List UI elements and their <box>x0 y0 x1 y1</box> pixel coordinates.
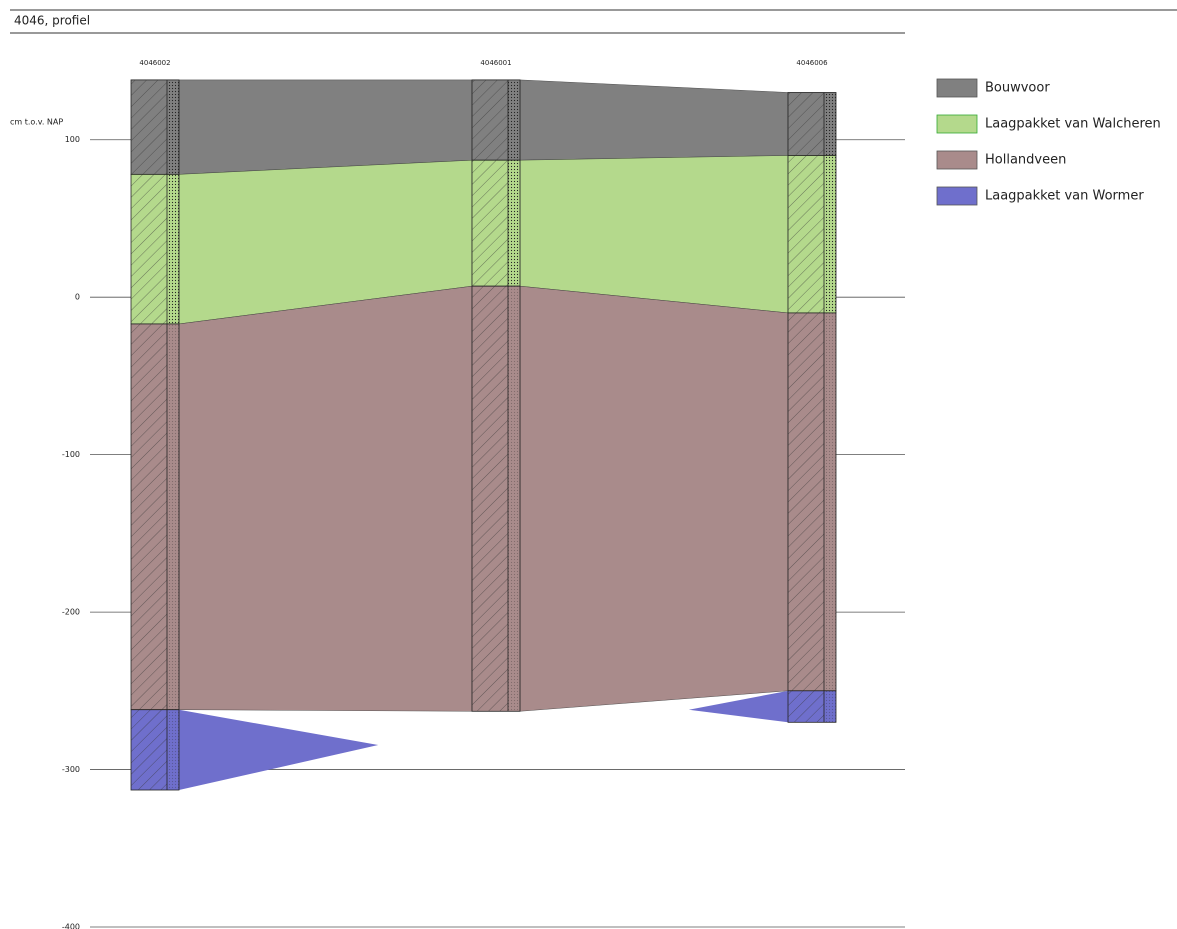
y-tick-label: -100 <box>62 450 80 459</box>
dot-strip <box>824 312 836 691</box>
hatch <box>131 323 167 710</box>
dot-strip <box>167 323 179 710</box>
hatch <box>788 155 824 313</box>
dot-strip <box>508 160 520 287</box>
dot-strip <box>508 79 520 161</box>
y-tick-label: 100 <box>65 135 80 144</box>
legend-label: Laagpakket van Walcheren <box>985 117 1161 132</box>
dot-strip <box>824 155 836 313</box>
legend-swatch <box>936 78 978 98</box>
hatch <box>131 709 167 791</box>
layer-band <box>519 79 789 161</box>
legend-swatch <box>936 114 978 134</box>
chart-title: 4046, profiel <box>14 14 90 28</box>
hatch <box>788 312 824 691</box>
layer-wedge <box>179 709 379 791</box>
legend-label: Hollandveen <box>985 153 1066 168</box>
dot-strip <box>167 79 179 175</box>
legend-label: Laagpakket van Wormer <box>985 189 1144 204</box>
layer-band <box>519 155 789 314</box>
hatch <box>472 286 508 712</box>
dot-strip <box>167 174 179 324</box>
dot-strip <box>824 92 836 156</box>
borehole-label: 4046006 <box>796 59 828 67</box>
hatch <box>131 79 167 175</box>
layer-band <box>178 79 473 175</box>
y-tick-label: -300 <box>62 765 80 774</box>
y-tick-label: 0 <box>75 293 80 302</box>
dot-strip <box>508 286 520 712</box>
hatch <box>472 160 508 287</box>
legend-swatch <box>936 186 978 206</box>
legend-label: Bouwvoor <box>985 81 1050 96</box>
y-tick-label: -400 <box>62 923 80 929</box>
hatch <box>788 690 824 723</box>
y-tick-label: -200 <box>62 608 80 617</box>
borehole-label: 4046002 <box>139 59 170 67</box>
dot-strip <box>167 709 179 791</box>
dot-strip <box>824 690 836 723</box>
hatch <box>788 92 824 156</box>
y-axis-label: cm t.o.v. NAP <box>10 118 63 127</box>
hatch <box>131 174 167 324</box>
hatch <box>472 79 508 161</box>
layer-band <box>178 285 473 712</box>
layer-wedge <box>688 690 788 723</box>
legend-swatch <box>936 150 978 170</box>
layer-band <box>519 285 789 712</box>
borehole-label: 4046001 <box>480 59 511 67</box>
